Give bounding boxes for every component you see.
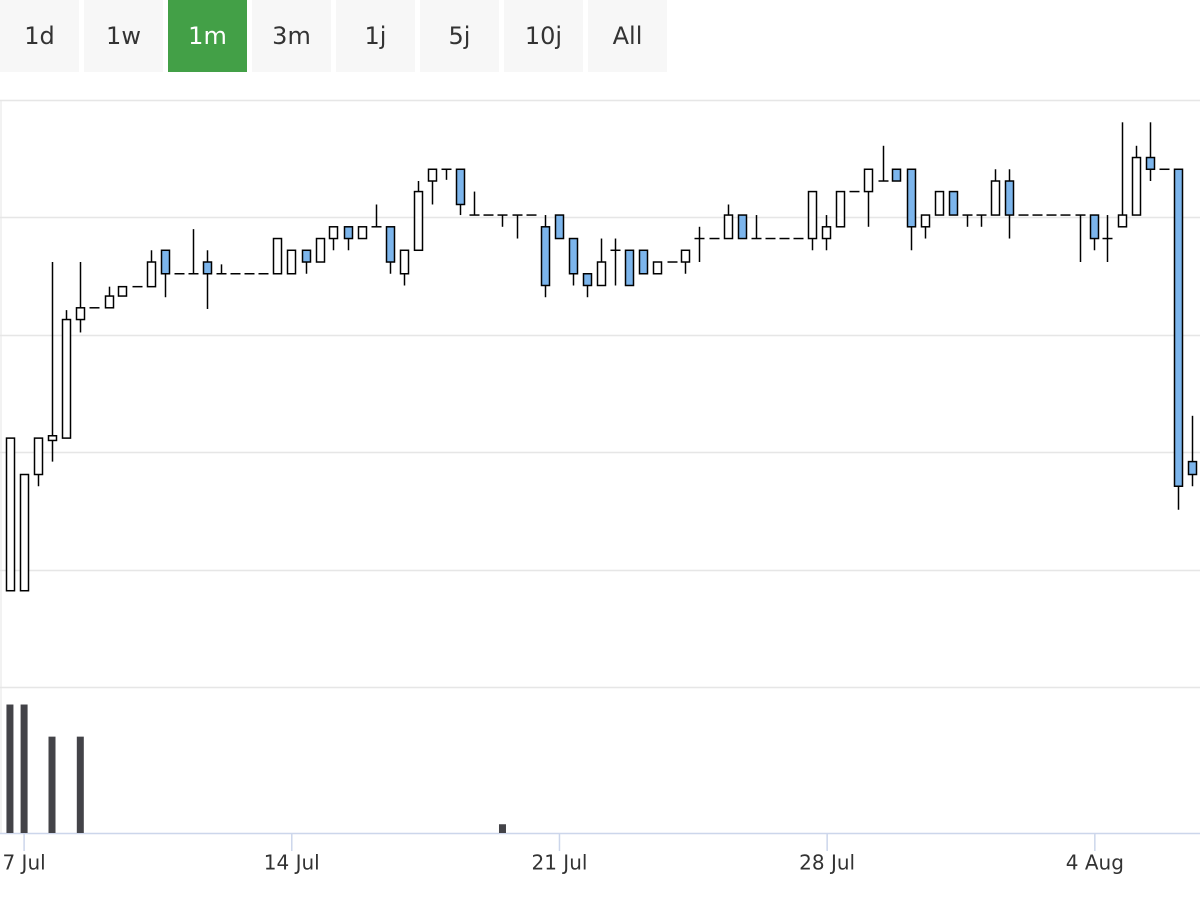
candle-body: [357, 226, 368, 240]
candle-body: [61, 318, 72, 439]
candle-body: [568, 237, 579, 275]
candle-body: [19, 473, 30, 592]
candle-body: [891, 168, 902, 182]
candle-body: [286, 249, 297, 275]
candle-body: [47, 435, 58, 442]
candle-body: [104, 295, 115, 309]
volume-panel: [6, 704, 506, 833]
candle-body: [343, 226, 354, 240]
x-tick-label: 4 Aug: [1066, 851, 1124, 875]
range-button[interactable]: [252, 0, 331, 72]
candle-body: [680, 249, 691, 263]
range-button[interactable]: [168, 0, 247, 72]
candle-body: [835, 190, 846, 228]
candle-body: [554, 214, 565, 240]
candle-body: [1145, 156, 1156, 171]
candle-body: [117, 285, 128, 297]
x-tick-label: 28 Jul: [799, 851, 855, 875]
range-button-label[interactable]: All: [613, 22, 643, 50]
candle-body: [1004, 180, 1015, 216]
range-selector: 1d 1w 1m 3m 1j 5j 10j All: [0, 0, 667, 72]
range-button[interactable]: [84, 0, 163, 72]
range-button[interactable]: [0, 0, 79, 72]
range-button[interactable]: [504, 0, 583, 72]
candle-body: [160, 249, 171, 275]
candle-body: [1131, 156, 1142, 216]
grid: [0, 99, 1200, 689]
range-button[interactable]: [420, 0, 499, 72]
candle-body: [328, 226, 339, 240]
range-button-label[interactable]: 10j: [525, 22, 562, 50]
candle-body: [301, 249, 312, 263]
range-button[interactable]: [588, 0, 667, 72]
volume-bar: [48, 736, 56, 833]
candle-body: [427, 168, 438, 182]
candle-body: [1117, 214, 1128, 228]
candle-body: [652, 261, 663, 275]
candle-body: [638, 249, 649, 275]
candle-body: [821, 226, 832, 240]
candle-body: [385, 226, 396, 263]
volume-bar: [498, 824, 506, 833]
x-axis: 7 Jul 14 Jul 21 Jul 28 Jul 4 Aug: [2, 833, 1124, 875]
x-tick-label: 21 Jul: [531, 851, 587, 875]
volume-bar: [6, 704, 14, 833]
range-button-label[interactable]: 1d: [24, 22, 55, 50]
candle-body: [1089, 214, 1100, 240]
candle-body: [920, 214, 931, 228]
volume-bar: [76, 736, 84, 833]
range-button[interactable]: [336, 0, 415, 72]
range-button-label[interactable]: 1m: [188, 22, 227, 50]
candle-body: [737, 214, 748, 240]
candle-body: [146, 261, 157, 288]
x-tick-label: 14 Jul: [264, 851, 320, 875]
candle-body: [723, 214, 734, 240]
volume-bar: [20, 704, 28, 833]
candle-body: [582, 273, 593, 287]
candle-body: [272, 237, 283, 275]
candle-body: [540, 226, 551, 287]
x-tick-label: 7 Jul: [2, 851, 45, 875]
candle-body: [413, 190, 424, 252]
candle-body: [75, 307, 86, 321]
candle-body: [33, 437, 44, 476]
candle-body: [399, 249, 410, 275]
range-button-label[interactable]: 5j: [449, 22, 471, 50]
candle-body: [624, 249, 635, 287]
range-button-label[interactable]: 3m: [272, 22, 311, 50]
candle-body: [202, 261, 213, 275]
candle-body: [455, 168, 466, 206]
candle-body: [1187, 460, 1198, 476]
candle-body: [934, 190, 945, 216]
candle-body: [990, 180, 1001, 216]
candle-body: [863, 168, 874, 193]
candle-body: [948, 190, 959, 216]
candle-body: [906, 168, 917, 228]
candles: [5, 122, 1198, 592]
candle-body: [5, 437, 16, 592]
candle-body: [315, 237, 326, 263]
candle-body: [1173, 168, 1184, 487]
range-button-label[interactable]: 1j: [365, 22, 387, 50]
candle-body: [596, 261, 607, 287]
candle-body: [807, 190, 818, 240]
range-button-label[interactable]: 1w: [106, 22, 141, 50]
